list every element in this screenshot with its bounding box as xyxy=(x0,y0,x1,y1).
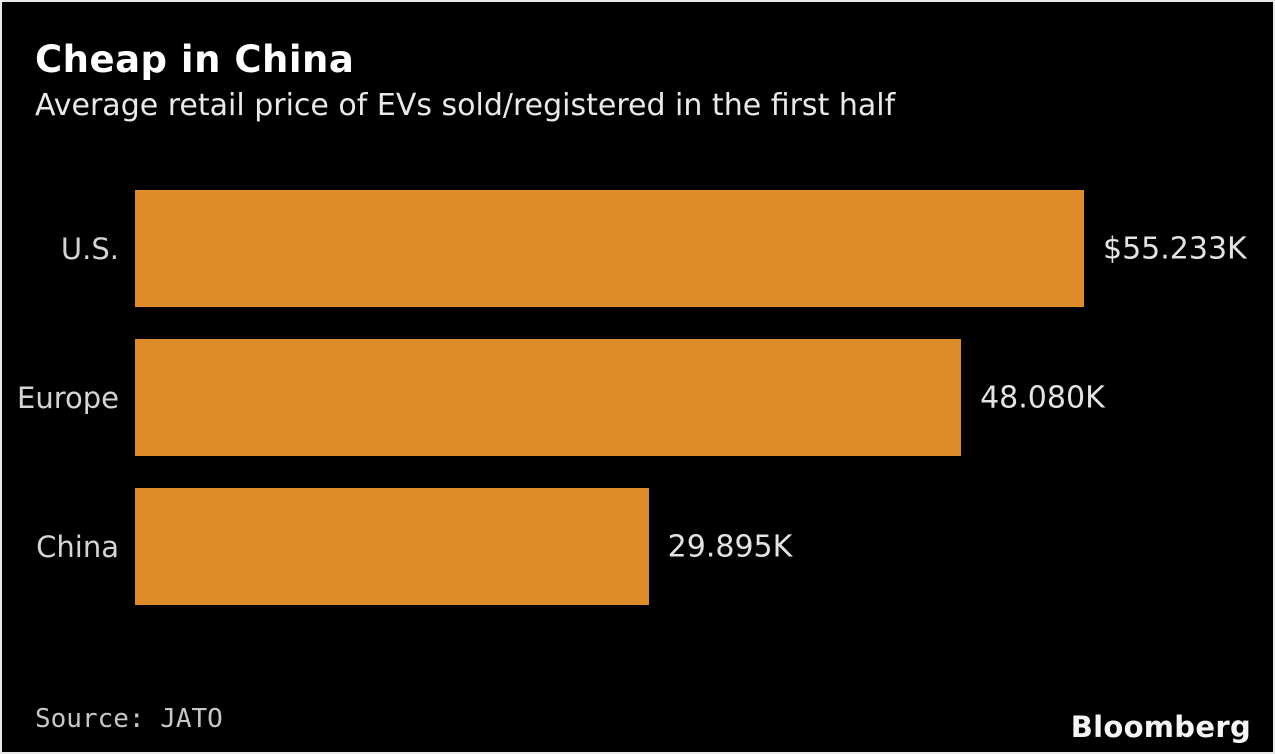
value-label-europe: 48.080K xyxy=(980,380,1105,415)
bar-row-europe: Europe 48.080K xyxy=(2,339,1273,456)
value-label-us: $55.233K xyxy=(1103,231,1247,266)
bar-row-china: China 29.895K xyxy=(2,488,1273,605)
category-label-europe: Europe xyxy=(17,380,119,415)
chart-title: Cheap in China xyxy=(35,38,355,81)
bar-us xyxy=(135,190,1084,307)
category-label-us: U.S. xyxy=(60,231,119,266)
chart-subtitle: Average retail price of EVs sold/registe… xyxy=(35,88,896,123)
bar-row-us: U.S. $55.233K xyxy=(2,190,1273,307)
bloomberg-logo: Bloomberg xyxy=(1070,710,1251,744)
source-label: Source: JATO xyxy=(35,704,223,734)
bar-europe xyxy=(135,339,962,456)
bar-china xyxy=(135,488,649,605)
value-label-china: 29.895K xyxy=(667,529,793,564)
category-label-china: China xyxy=(36,529,119,564)
